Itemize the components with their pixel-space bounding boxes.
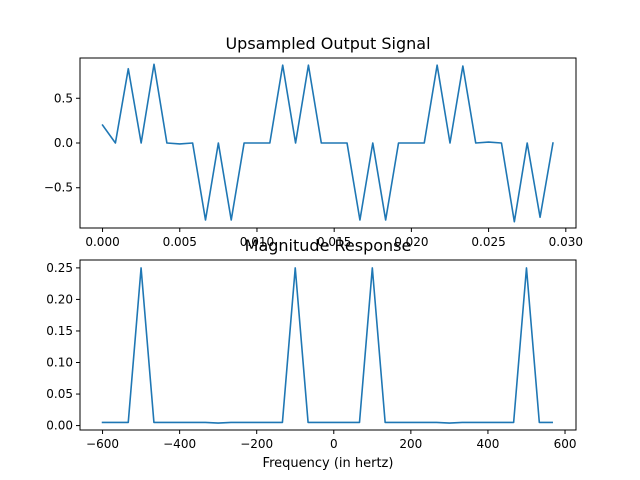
upsampled-signal-xtick-label: 0.005 <box>163 235 197 249</box>
magnitude-response-series-line <box>101 267 553 424</box>
upsampled-signal-title: Upsampled Output Signal <box>225 34 430 53</box>
magnitude-response-ytick-label: 0.20 <box>46 292 73 306</box>
upsampled-signal-xtick-label: 0.025 <box>471 235 505 249</box>
upsampled-signal-ytick-label: −0.5 <box>44 181 73 195</box>
magnitude-response-axes-frame <box>79 259 577 431</box>
magnitude-response-ytick-label: 0.15 <box>46 324 73 338</box>
upsampled-signal-ticks: 0.000 0.005 0.010 0.015 0.020 0.025 0.030 0.5 0.… <box>44 91 583 249</box>
magnitude-response-xtick-label: 600 <box>554 437 577 451</box>
magnitude-response-xtick-label: 0 <box>330 437 338 451</box>
magnitude-response-ytick-label: 0.10 <box>46 356 73 370</box>
magnitude-response-xtick-label: −400 <box>163 437 196 451</box>
magnitude-response-xtick-label: −600 <box>86 437 119 451</box>
upsampled-signal-axes-frame <box>79 57 577 229</box>
upsampled-signal-xtick-label: 0.010 <box>240 235 274 249</box>
upsampled-signal-xtick-label: 0.020 <box>394 235 428 249</box>
magnitude-response-title: Magnitude Response <box>245 236 412 255</box>
upsampled-signal-plot-area <box>101 63 554 223</box>
upsampled-signal-series-line <box>101 63 554 223</box>
magnitude-response-ytick-label: 0.05 <box>46 387 73 401</box>
magnitude-response-ytick-label: 0.25 <box>46 261 73 275</box>
magnitude-response-xtick-label: 400 <box>476 437 499 451</box>
upsampled-signal-subplot: Upsampled Output Signal 0.000 0.005 0.010 0… <box>44 34 583 249</box>
magnitude-response-ytick-label: 0.00 <box>46 419 73 433</box>
upsampled-signal-xtick-label: 0.030 <box>549 235 583 249</box>
upsampled-signal-ytick-label: 0.0 <box>54 136 73 150</box>
upsampled-signal-ytick-label: 0.5 <box>54 91 73 105</box>
magnitude-response-xtick-label: 200 <box>399 437 422 451</box>
upsampled-signal-xtick-label: 0.000 <box>85 235 119 249</box>
magnitude-response-xtick-label: −200 <box>240 437 273 451</box>
magnitude-response-ticks: −600 −400 −200 0 200 400 600 0.00 0.05 0.10 0.15 0.… <box>46 261 576 451</box>
magnitude-response-subplot: −600 −400 −200 0 200 400 600 0.00 0.05 0.10 0.15 0.… <box>46 236 577 471</box>
magnitude-response-plot-area <box>101 267 553 424</box>
magnitude-response-xlabel: Frequency (in hertz) <box>263 456 394 471</box>
upsampled-signal-xtick-label: 0.015 <box>317 235 351 249</box>
